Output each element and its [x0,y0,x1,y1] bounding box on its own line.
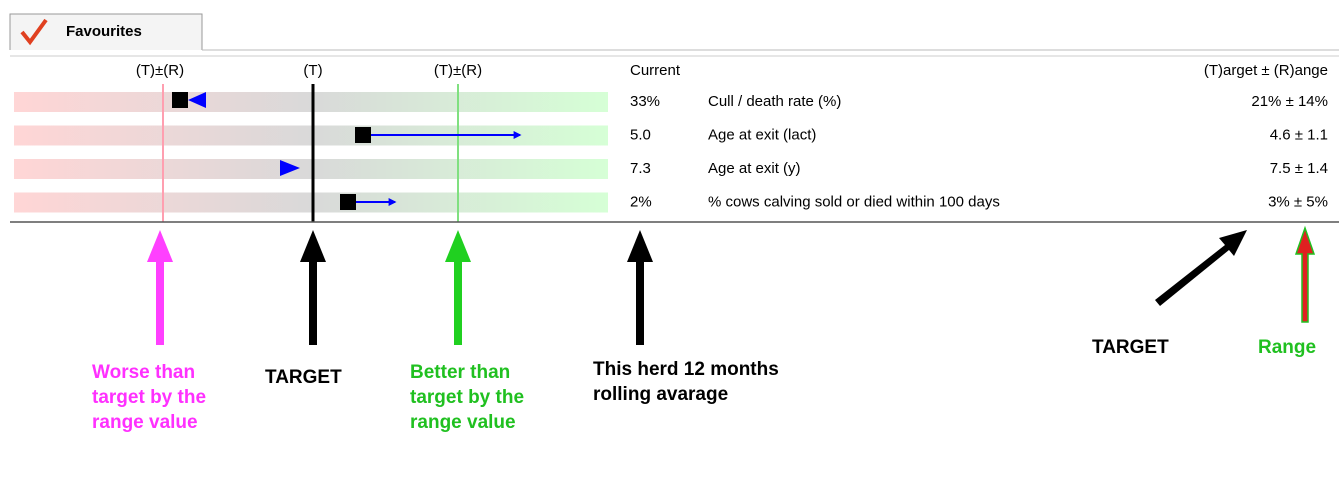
annotation-worse: target by the [92,387,206,408]
annotation-worse: range value [92,412,198,433]
current-value: 7.3 [630,160,651,177]
range-bar [14,192,608,213]
tab-label[interactable]: Favourites [66,23,142,40]
row-name: Age at exit (lact) [708,126,816,143]
annotation-range: Range [1258,337,1316,358]
row-name: Cull / death rate (%) [708,93,841,110]
target-right-arrow [1155,230,1247,306]
header-target: (T) [303,62,322,79]
header-worse: (T)±(R) [136,62,184,79]
tab[interactable] [9,13,203,50]
annotation-target-right: TARGET [1092,337,1169,358]
target-range: 21% ± 14% [1251,93,1328,110]
current-value: 2% [630,193,652,210]
header-better: (T)±(R) [434,62,482,79]
trend-arrow [280,160,300,176]
header-current: Current [630,62,681,79]
annotation-current: rolling avarage [593,384,728,405]
header-target-range: (T)arget ± (R)ange [1204,62,1328,79]
annotation-better: Better than [410,362,510,383]
current-marker [172,92,188,108]
target-arrow [300,230,326,345]
current-value: 5.0 [630,126,651,143]
check-icon [20,18,48,46]
better-arrow [445,230,471,345]
annotation-better: target by the [410,387,524,408]
current-arrow [627,230,653,345]
target-range: 4.6 ± 1.1 [1270,126,1328,143]
current-value: 33% [630,93,660,110]
annotation-worse: Worse than [92,362,195,383]
trend-arrow [188,92,206,108]
current-marker [355,127,371,143]
target-range: 7.5 ± 1.4 [1270,160,1328,177]
range-arrow [1294,225,1316,323]
row-name: % cows calving sold or died within 100 d… [708,193,1000,210]
target-range: 3% ± 5% [1268,193,1328,210]
range-bar [14,92,608,112]
annotation-current: This herd 12 months [593,359,779,380]
annotation-target: TARGET [265,367,342,388]
row-name: Age at exit (y) [708,160,801,177]
range-bar [14,159,608,179]
worse-arrow [147,230,173,345]
current-marker [340,194,356,210]
annotation-better: range value [410,412,516,433]
